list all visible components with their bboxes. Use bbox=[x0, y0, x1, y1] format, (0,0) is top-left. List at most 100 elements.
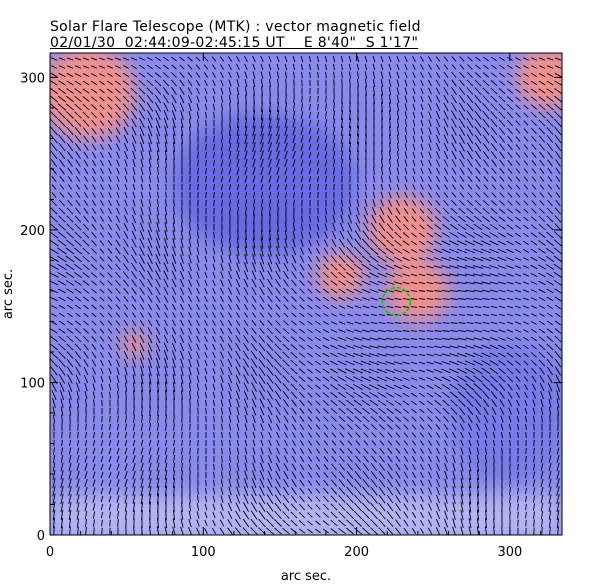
field-vector bbox=[315, 448, 321, 454]
field-vector bbox=[412, 95, 416, 103]
field-vector bbox=[418, 338, 426, 340]
field-vector bbox=[68, 454, 72, 464]
field-vector bbox=[473, 337, 483, 341]
field-vector bbox=[130, 72, 138, 78]
field-vector bbox=[467, 167, 473, 175]
field-vector bbox=[531, 127, 537, 135]
field-vector bbox=[509, 502, 511, 512]
field-vector bbox=[468, 477, 472, 489]
field-vector bbox=[315, 456, 321, 462]
field-vector bbox=[355, 222, 361, 232]
field-vector bbox=[290, 336, 298, 342]
field-vector bbox=[154, 56, 162, 62]
field-vector bbox=[509, 487, 511, 495]
field-vector bbox=[337, 360, 347, 366]
field-vector bbox=[538, 73, 546, 77]
field-vector bbox=[188, 230, 192, 240]
field-vector bbox=[74, 351, 82, 359]
field-vector bbox=[115, 143, 121, 151]
field-vector bbox=[140, 175, 144, 183]
field-vector bbox=[393, 281, 403, 285]
field-vector bbox=[58, 72, 66, 78]
field-vector bbox=[156, 150, 160, 160]
field-vector bbox=[308, 159, 312, 167]
field-vector bbox=[66, 57, 74, 61]
field-vector bbox=[477, 485, 479, 497]
field-vector bbox=[345, 271, 355, 279]
field-vector bbox=[74, 95, 82, 103]
field-vector bbox=[449, 337, 459, 341]
field-vector bbox=[484, 439, 488, 447]
field-vector bbox=[434, 298, 442, 300]
field-vector bbox=[252, 447, 256, 455]
field-vector bbox=[394, 305, 402, 309]
field-vector bbox=[316, 127, 320, 135]
field-vector bbox=[163, 102, 169, 112]
field-vector bbox=[147, 262, 153, 272]
field-vector bbox=[82, 80, 90, 86]
field-vector bbox=[323, 495, 329, 503]
field-vector bbox=[426, 384, 434, 390]
field-vector bbox=[410, 353, 418, 357]
field-vector bbox=[275, 423, 281, 431]
field-vector bbox=[506, 256, 514, 262]
field-vector bbox=[458, 399, 466, 407]
field-vector bbox=[108, 375, 112, 383]
field-vector bbox=[50, 215, 58, 223]
field-vector bbox=[84, 463, 88, 471]
field-vector bbox=[404, 71, 408, 79]
field-vector bbox=[332, 142, 336, 152]
field-vector bbox=[364, 63, 368, 71]
field-vector bbox=[396, 94, 400, 104]
field-vector bbox=[354, 238, 362, 248]
field-vector bbox=[58, 343, 66, 351]
field-vector bbox=[285, 71, 287, 79]
field-vector bbox=[362, 502, 370, 512]
field-vector bbox=[460, 462, 464, 472]
field-vector bbox=[155, 278, 161, 288]
positive-region bbox=[121, 331, 147, 357]
field-vector bbox=[427, 216, 433, 222]
field-vector bbox=[91, 320, 97, 326]
field-vector bbox=[441, 273, 451, 277]
field-vector bbox=[481, 344, 491, 350]
field-vector bbox=[188, 262, 192, 272]
field-vector bbox=[204, 327, 208, 335]
field-vector bbox=[221, 439, 223, 447]
field-vector bbox=[530, 336, 538, 342]
field-vector bbox=[290, 328, 298, 334]
field-vector bbox=[370, 321, 378, 325]
field-vector bbox=[132, 455, 136, 463]
field-vector bbox=[464, 256, 476, 262]
field-vector bbox=[307, 464, 313, 470]
field-vector bbox=[555, 167, 561, 175]
field-vector bbox=[499, 176, 505, 182]
field-vector bbox=[291, 271, 297, 279]
field-vector bbox=[146, 57, 154, 61]
field-vector bbox=[412, 135, 416, 143]
field-vector bbox=[467, 56, 473, 62]
field-vector bbox=[433, 353, 443, 357]
field-vector bbox=[546, 320, 554, 326]
field-vector bbox=[491, 406, 497, 416]
field-vector bbox=[361, 345, 371, 349]
field-vector bbox=[546, 80, 554, 86]
field-vector bbox=[243, 382, 249, 392]
field-vector bbox=[538, 280, 546, 286]
field-vector bbox=[428, 127, 432, 135]
field-vector bbox=[291, 455, 297, 463]
field-vector bbox=[418, 345, 426, 349]
field-vector bbox=[389, 118, 391, 128]
field-vector bbox=[156, 206, 160, 216]
field-vector bbox=[531, 208, 537, 214]
field-vector bbox=[236, 142, 240, 152]
field-vector bbox=[530, 88, 538, 94]
field-vector bbox=[114, 72, 122, 78]
field-vector bbox=[473, 289, 483, 293]
field-vector bbox=[75, 374, 81, 384]
field-vector bbox=[131, 295, 137, 303]
field-vector bbox=[99, 112, 105, 118]
field-vector bbox=[100, 503, 104, 511]
field-vector bbox=[212, 343, 216, 351]
field-vector bbox=[290, 351, 298, 359]
